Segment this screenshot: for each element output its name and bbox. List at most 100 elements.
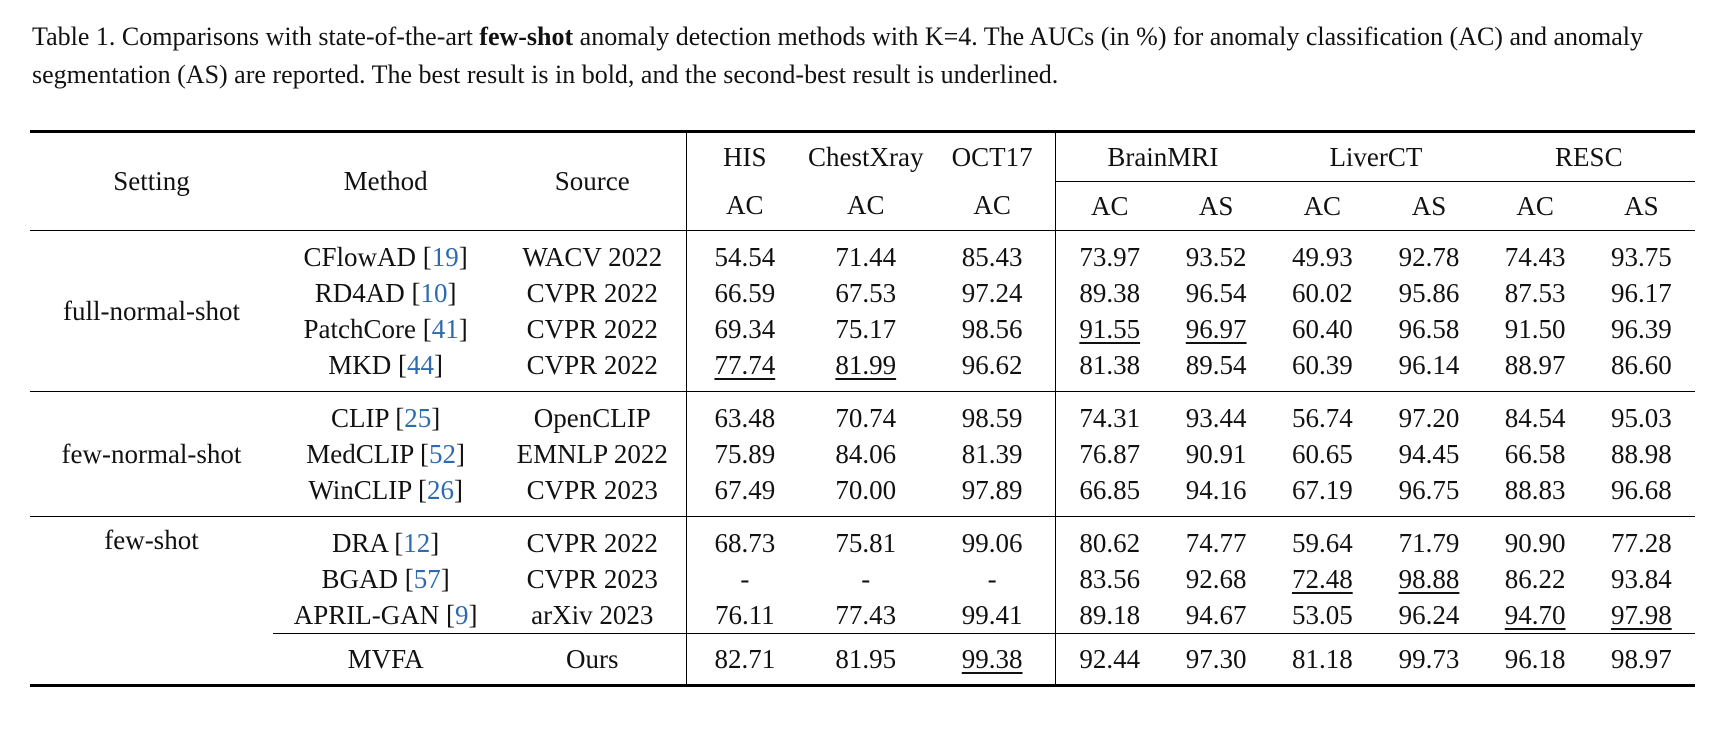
value-cell: 75.17 [835,313,897,344]
citation-link[interactable]: 10 [420,277,448,308]
value-cell: 96.14 [1398,349,1460,380]
citation-link[interactable]: 44 [407,349,435,380]
citation-link[interactable]: 41 [431,313,459,344]
value-cell: 96.17 [1610,277,1672,308]
value-cell: 97.89 [961,474,1023,505]
value-cell: 60.40 [1291,313,1353,344]
source-cell: Ours [565,643,619,674]
header-setting: Setting [113,166,190,196]
table-row: APRIL-GAN [9] arXiv 2023 76.11 77.43 99.41 89… [30,597,1695,634]
table-caption: Table 1. Comparisons with state-of-the-a… [32,18,1692,94]
value-cell: 77.74 [686,347,803,383]
method-cell: PatchCore [41] [303,313,468,344]
value-cell: 67.53 [835,277,897,308]
value-cell: 86.60 [1610,349,1672,380]
value-cell: 99.38 [961,643,1023,674]
value-cell: 90.91 [1185,438,1247,469]
setting-cell: full-normal-shot [62,295,240,326]
table-row: full-normal-shot CFlowAD [19] WACV 2022 54.… [30,239,1695,326]
header-method: Method [343,166,428,196]
method-cell: MVFA [347,643,424,674]
header-metric: AC [1055,181,1164,231]
value-cell: 94.67 [1185,599,1247,630]
method-name: CFlowAD [303,241,417,272]
value-cell: 59.64 [1291,527,1353,558]
value-cell: 75.89 [686,436,803,472]
value-cell: 88.98 [1610,438,1672,469]
header-dataset-brainmri: BrainMRI [1055,133,1270,182]
value-cell: 49.93 [1291,241,1353,272]
setting-cell: few-shot [104,525,199,555]
value-cell: 98.88 [1398,563,1460,594]
header-metric: AC [1516,190,1554,221]
citation-link[interactable]: 52 [429,438,457,469]
value-cell: 80.62 [1055,525,1164,561]
value-cell: 93.44 [1185,402,1247,433]
table-row: few-shot DRA [12] CVPR 2022 68.73 75.81 99.06… [30,525,1695,561]
citation-link[interactable]: 57 [413,563,441,594]
method-cell: CLIP [25] [331,402,441,433]
method-name: RD4AD [314,277,405,308]
value-cell: 72.48 [1291,563,1353,594]
value-cell: 96.18 [1504,643,1566,674]
value-cell: 76.87 [1055,436,1164,472]
method-cell: APRIL-GAN [9] [293,599,478,630]
method-name: PatchCore [303,313,417,344]
source-cell: CVPR 2022 [526,527,658,558]
value-cell: 85.43 [961,241,1023,272]
value-cell: 66.58 [1504,438,1566,469]
value-cell: 93.75 [1610,241,1672,272]
header-metric: AS [1198,190,1234,221]
setting-cell: few-normal-shot [61,438,242,469]
header-dataset-chestxray: ChestXray [808,141,924,172]
method-cell: RD4AD [10] [314,277,457,308]
method-cell: MedCLIP [52] [306,438,466,469]
value-cell: 66.85 [1055,472,1164,508]
value-cell: 97.20 [1398,402,1460,433]
citation-link[interactable]: 12 [403,527,431,558]
value-cell: 92.68 [1185,563,1247,594]
value-cell: 96.68 [1610,474,1672,505]
value-cell: 96.97 [1185,313,1247,344]
value-cell: 81.38 [1055,347,1164,383]
value-cell: 56.74 [1291,402,1353,433]
value-cell: 54.54 [686,239,803,275]
method-cell: BGAD [57] [321,563,450,594]
value-cell: 71.79 [1398,527,1460,558]
citation-link[interactable]: 19 [431,241,459,272]
value-cell: - [686,561,803,597]
value-cell: 70.00 [835,474,897,505]
caption-bold: few-shot [479,22,574,51]
value-cell: 88.97 [1504,349,1566,380]
method-name: MedCLIP [306,438,414,469]
source-cell: arXiv 2023 [531,599,654,630]
citation-link[interactable]: 9 [455,599,469,630]
header-row-datasets: Setting Method Source HIS ChestXray OCT1… [30,133,1695,196]
value-cell: - [861,563,871,594]
header-dataset-livercT: LiverCT [1269,133,1483,182]
method-name: APRIL-GAN [293,599,440,630]
table-row-ours: MVFA Ours 82.71 81.95 99.38 92.44 97.30 81.18 99… [30,634,1695,686]
citation-link[interactable]: 25 [404,402,432,433]
value-cell: 63.48 [686,400,803,436]
method-cell: WinCLIP [26] [308,474,463,505]
value-cell: 74.43 [1504,241,1566,272]
value-cell: 94.70 [1504,599,1566,630]
value-cell: 99.41 [961,599,1023,630]
method-name: CLIP [331,402,389,433]
value-cell: 74.77 [1185,527,1247,558]
table-row: PatchCore [41] CVPR 2022 69.34 75.17 98.56 91… [30,311,1695,347]
value-cell: 81.99 [835,349,897,380]
value-cell: - [987,563,997,594]
citation-link[interactable]: 26 [426,474,454,505]
value-cell: 83.56 [1055,561,1164,597]
value-cell: 96.75 [1398,474,1460,505]
value-cell: 60.39 [1291,349,1353,380]
value-cell: 77.43 [835,599,897,630]
source-cell: OpenCLIP [533,402,651,433]
value-cell: 98.59 [961,402,1023,433]
value-cell: 81.18 [1291,643,1353,674]
header-metric: AC [1303,190,1342,221]
value-cell: 89.18 [1055,597,1164,634]
value-cell: 97.24 [961,277,1023,308]
